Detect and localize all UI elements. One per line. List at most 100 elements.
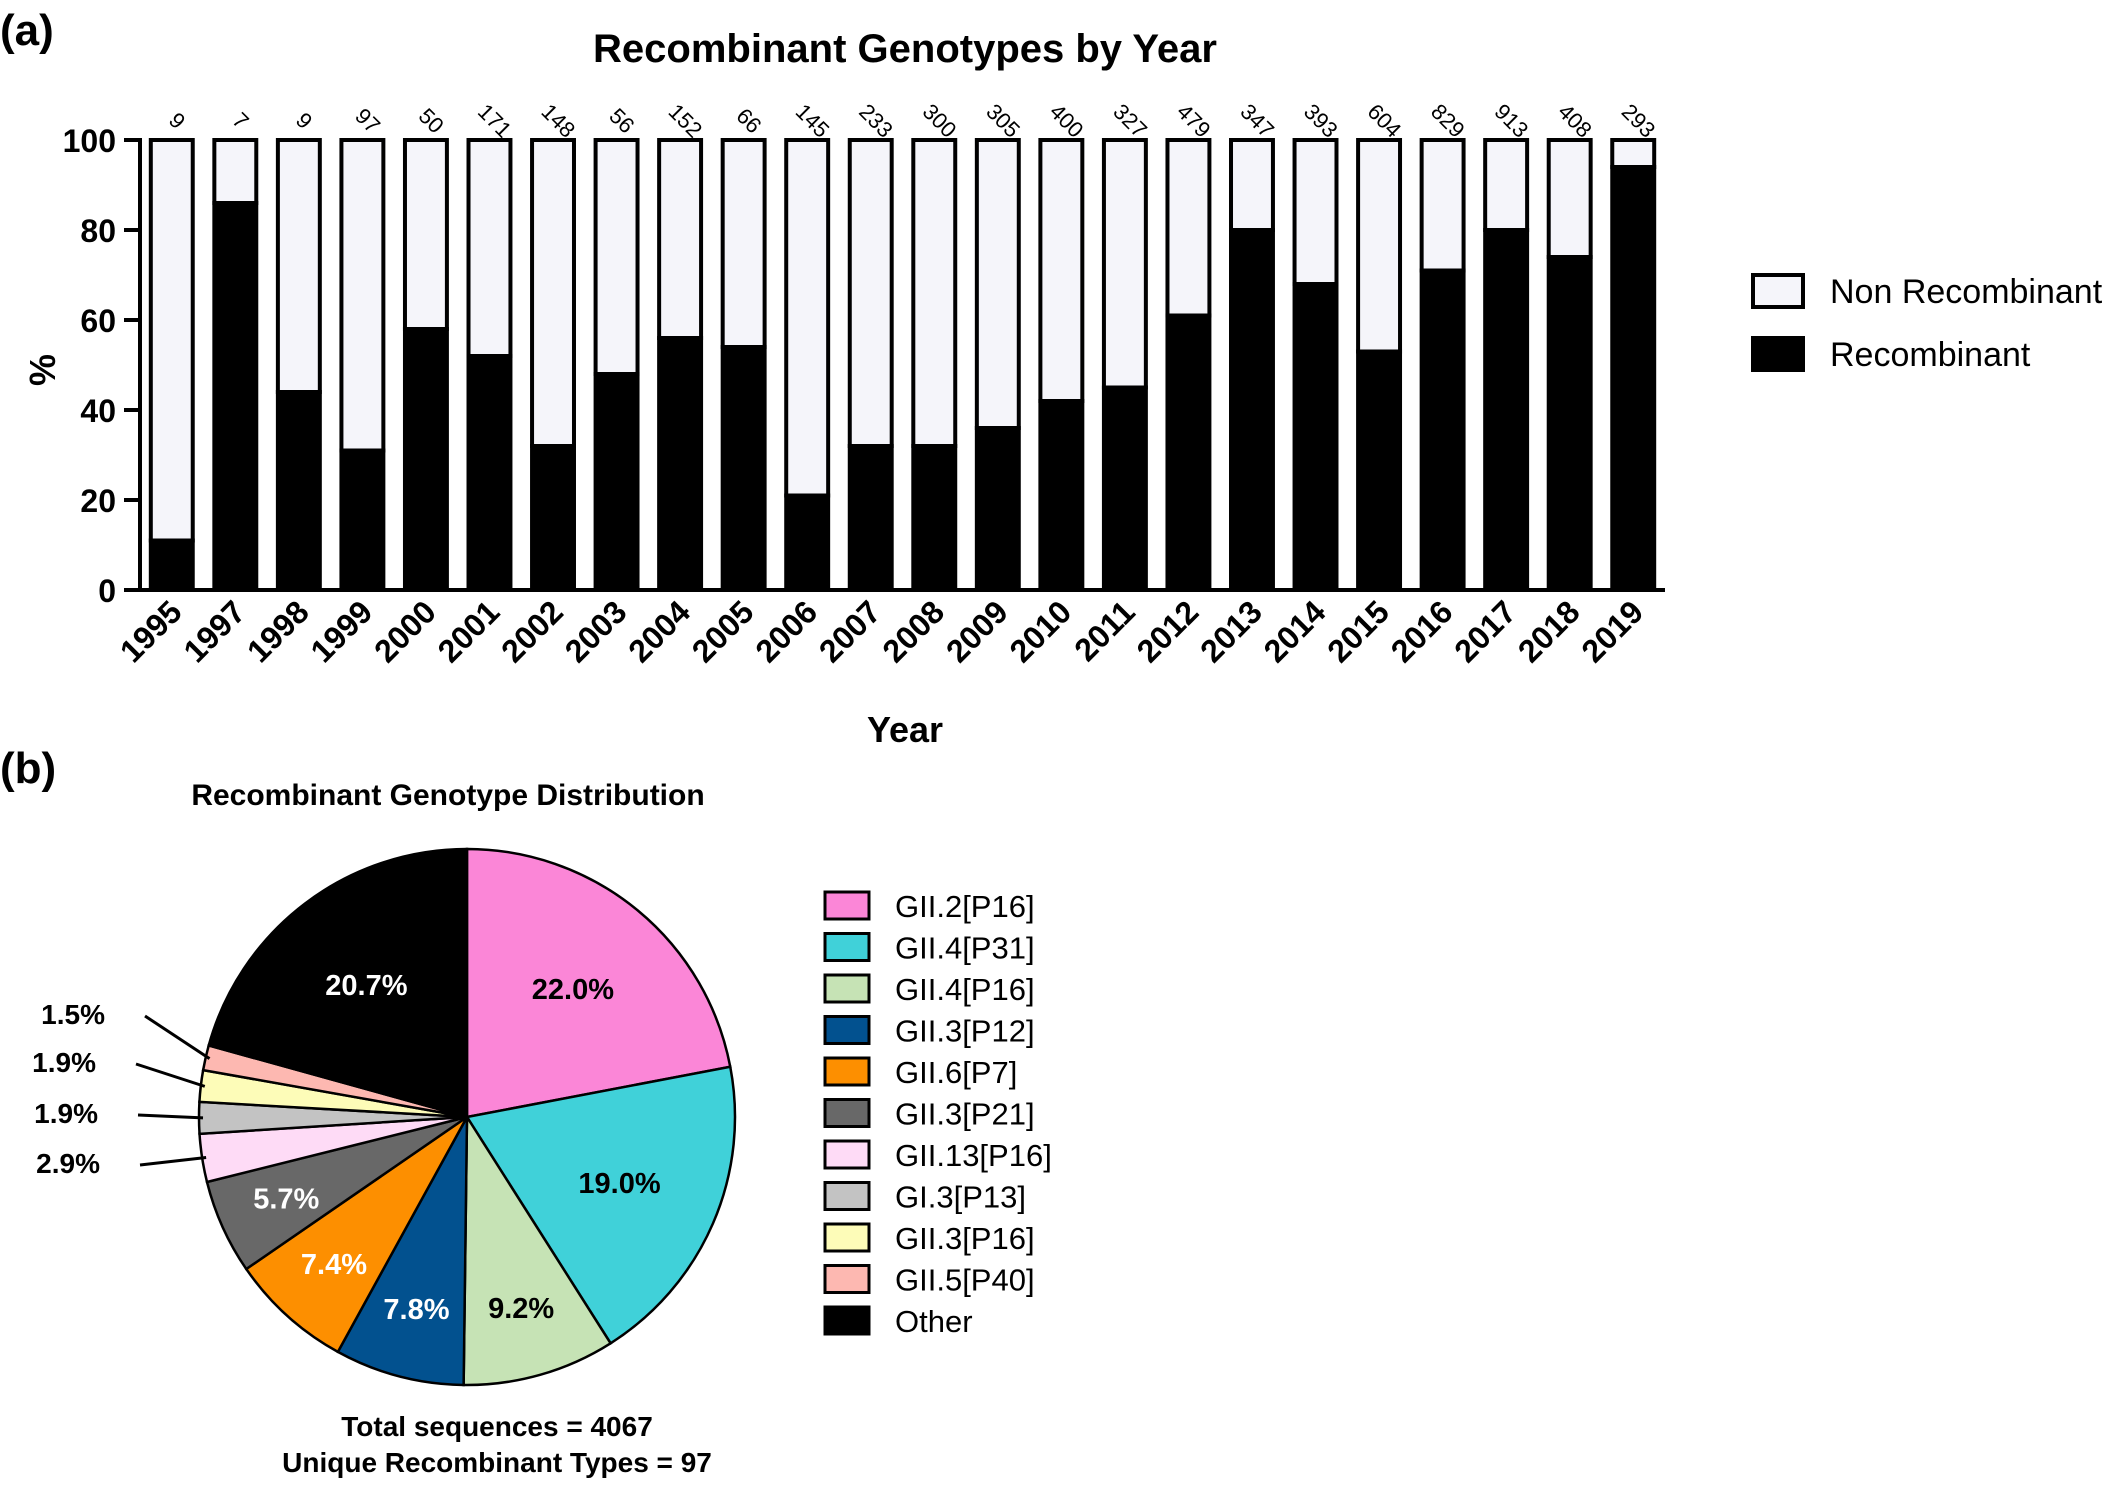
bar-legend: Non Recombinant Recombinant [1751,273,2103,374]
pie-chart-panel: (b) Recombinant Genotype Distribution 22… [0,744,1052,1478]
pie-slice-label: 1.5% [41,999,105,1030]
bar-non-recombinant [339,138,386,453]
bar-x-tick-label: 2002 [494,593,570,669]
bar-sample-count: 9 [164,108,190,134]
bar-non-recombinant [1610,138,1657,169]
bar-x-axis-label: Year [867,709,943,750]
bar-x-tick-label: 2011 [1067,593,1142,668]
unique-types-note: Unique Recombinant Types = 97 [282,1447,712,1478]
bar-non-recombinant [657,138,704,340]
bar-x-tick-labels: 1995199719981999200020012002200320042005… [113,593,1650,669]
bar-x-tick-label: 2019 [1574,593,1650,669]
pie-slice-label: 7.4% [301,1249,367,1281]
bar-y-tick-label: 80 [80,213,116,249]
pie-slice [465,847,732,1119]
bar-x-tick-label: 1995 [113,593,189,669]
bar-recombinant [911,444,958,592]
pie-slice-labels: 22.0% 19.0% 9.2% 7.8% 7.4% 5.7% 2.9% 1.9% 1.9% 1.… [32,970,661,1326]
bar-legend-swatch [1751,273,1805,309]
pie-slice-label: 9.2% [488,1293,554,1325]
bar-non-recombinant [1229,138,1275,232]
pie-legend-label: GII.3[P16] [895,1221,1035,1256]
pie-legend-label: GII.13[P16] [895,1138,1052,1173]
bar-recombinant [1038,399,1085,592]
bar-sample-counts: 9 7 9 97 50 171 148 56 152 66 145 233 300 305 400 327 47… [164,99,1660,143]
bar-non-recombinant [784,138,831,498]
bar-recombinant [339,448,386,592]
pie-legend-label: GII.2[P16] [895,889,1035,924]
pie-legend-label: GII.6[P7] [895,1055,1017,1090]
pie-leader-line [135,1062,206,1088]
bar-recombinant [720,345,767,592]
bar-non-recombinant [148,138,195,543]
bar-non-recombinant [1292,138,1339,286]
bar-x-tick-label: 2010 [1003,593,1079,669]
pie-legend-label: GI.3[P13] [895,1180,1026,1215]
bar-chart-panel: (a) Recombinant Genotypes by Year % Year… [0,6,2103,750]
bar-sample-count: 233 [854,99,898,143]
pie-leader-line [139,1155,207,1167]
bar-sample-count: 604 [1363,99,1407,143]
bar-recombinant [1483,228,1530,592]
pie-legend-label: Other [895,1304,973,1339]
bar-x-tick-label: 2014 [1257,593,1333,669]
bar-sample-count: 327 [1108,99,1152,143]
bar-non-recombinant [1165,138,1212,318]
bar-sample-count: 913 [1490,99,1534,143]
bar-non-recombinant [1483,138,1530,232]
bar-recombinant [1356,349,1403,592]
pie-legend: GII.2[P16] GII.4[P31] GII.4[P16] GII.3[P12]… [823,889,1052,1339]
bar-x-tick-label: 2007 [812,593,888,669]
bar-sample-count: 66 [731,103,766,138]
bar-sample-count: 7 [227,108,253,134]
bar-y-tick-label: 100 [63,123,116,159]
pie-chart-title: Recombinant Genotype Distribution [191,779,704,812]
bar-chart-title: Recombinant Genotypes by Year [593,27,1217,71]
pie-slice [336,1116,469,1387]
total-sequences-note: Total sequences = 4067 [341,1411,653,1442]
bar-x-tick-label: 2006 [748,593,824,669]
pie-slice [244,1115,469,1354]
pie-legend-label: GII.3[P12] [895,1014,1035,1049]
bar-y-tick-label: 0 [98,573,116,609]
bar-non-recombinant [847,138,894,448]
bar-x-tick-label: 2000 [367,593,443,669]
bar-x-tick-label: 2015 [1320,593,1396,669]
pie-legend-swatch [823,932,871,962]
bar-sample-count: 148 [537,99,581,143]
pie-legend-swatch [823,1264,871,1294]
bar-x-tick-label: 2003 [558,593,634,669]
bar-recombinant [593,372,640,592]
pie-leader-line [144,1014,211,1060]
bar-sample-count: 347 [1235,99,1279,143]
bar-x-tick-label: 2001 [431,593,507,669]
bar-non-recombinant [911,138,958,448]
pie-legend-label: GII.4[P31] [895,931,1035,966]
pie-legend-swatch [823,1305,871,1336]
pie-slice-label: 20.7% [325,970,407,1002]
pie-slice-label: 22.0% [532,974,614,1006]
bar-recombinant [1165,313,1212,592]
bar-non-recombinant [275,138,322,394]
bar-non-recombinant [1356,138,1403,354]
bar-recombinant [974,426,1021,592]
pie-legend-swatch [823,1098,871,1128]
bar-x-tick-label: 2017 [1447,593,1523,669]
bar-legend-label: Recombinant [1830,336,2031,374]
bar-x-tick-label: 2016 [1384,593,1460,669]
pie-legend-label: GII.4[P16] [895,972,1035,1007]
bar-non-recombinant [593,138,640,376]
bar-non-recombinant [1101,138,1148,390]
bar-sample-count: 300 [918,99,962,143]
bar-recombinant [847,444,894,592]
bar-non-recombinant [720,138,767,349]
bar-sample-count: 305 [981,99,1025,143]
pie-legend-swatch [823,973,871,1004]
bar-recombinant [1101,385,1148,592]
bar-recombinant [1546,255,1593,592]
bar-non-recombinant [212,138,259,205]
bar-sample-count: 145 [791,99,835,143]
bar-non-recombinant [974,138,1021,430]
bar-recombinant [148,538,195,592]
pie-legend-swatch [823,1056,871,1087]
